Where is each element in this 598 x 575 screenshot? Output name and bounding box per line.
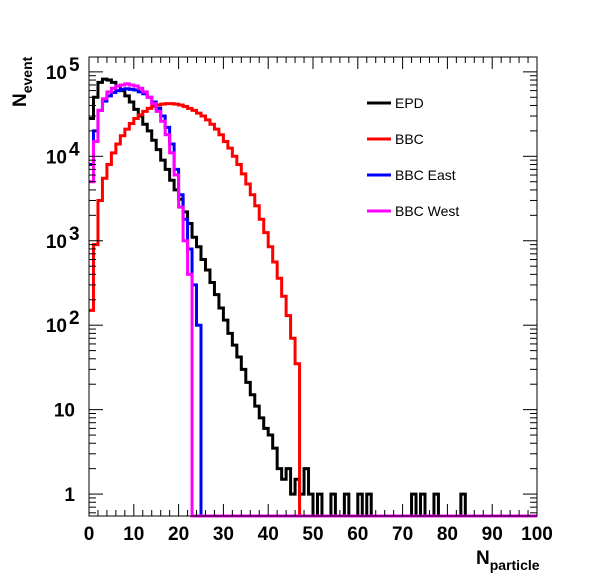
legend-label: EPD bbox=[395, 95, 424, 111]
x-tick-label: 100 bbox=[521, 524, 553, 545]
y-tick-label: 10 bbox=[46, 147, 67, 168]
x-tick-label: 30 bbox=[213, 524, 234, 545]
x-tick-label: 80 bbox=[437, 524, 458, 545]
x-tick-label: 70 bbox=[392, 524, 413, 545]
series-bbc-line bbox=[89, 102, 537, 518]
plot-frame bbox=[88, 56, 538, 517]
axes-layer bbox=[88, 56, 538, 517]
x-tick-label: 10 bbox=[123, 524, 144, 545]
legend-label: BBC bbox=[395, 131, 424, 147]
x-tick-label: 50 bbox=[302, 524, 323, 545]
x-axis-title: Nparticle bbox=[476, 548, 540, 573]
y-tick-label: 10 bbox=[46, 232, 67, 253]
x-axis-title-sub: particle bbox=[490, 557, 540, 573]
y-tick-label-exponent: 5 bbox=[69, 55, 80, 76]
x-tick-label: 0 bbox=[84, 524, 95, 545]
x-tick-label: 60 bbox=[347, 524, 368, 545]
legend-label: BBC West bbox=[395, 203, 459, 219]
y-tick-label-exponent: 4 bbox=[69, 139, 80, 160]
y-axis-title-sub: event bbox=[19, 56, 35, 93]
legend: EPD BBC BBC East BBC West bbox=[367, 95, 459, 219]
y-tick-label: 10 bbox=[46, 63, 67, 84]
y-axis-title-main: N bbox=[10, 93, 31, 107]
x-tick-label: 20 bbox=[168, 524, 189, 545]
y-tick-label-exponent: 3 bbox=[69, 224, 80, 245]
x-tick-label: 40 bbox=[258, 524, 279, 545]
y-tick-label: 10 bbox=[54, 401, 75, 422]
series-bbc-east-line bbox=[89, 87, 537, 518]
y-tick-label: 1 bbox=[64, 485, 75, 506]
series-layer bbox=[89, 77, 537, 518]
x-tick-label: 90 bbox=[482, 524, 503, 545]
y-axis-title: Nevent bbox=[10, 56, 35, 107]
y-tick-label: 10 bbox=[46, 316, 67, 337]
x-axis-title-main: N bbox=[476, 548, 490, 569]
y-tick-label-exponent: 2 bbox=[69, 308, 80, 329]
series-epd-line bbox=[89, 77, 537, 518]
x-axis: 0 10 20 30 40 50 60 70 80 90 100 bbox=[84, 57, 553, 545]
legend-label: BBC East bbox=[395, 167, 456, 183]
